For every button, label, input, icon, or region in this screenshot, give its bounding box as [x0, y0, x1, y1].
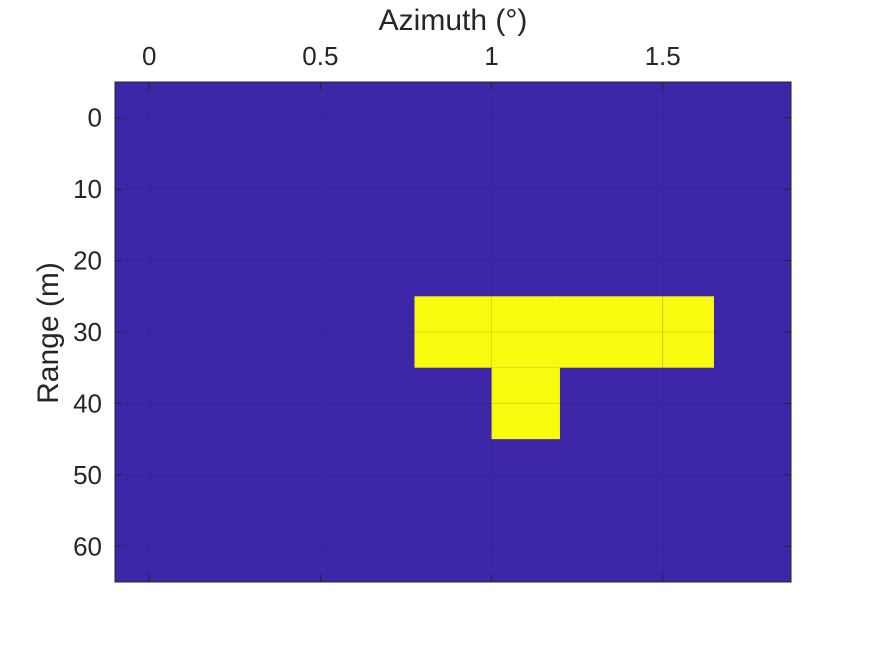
heatmap-cell	[491, 367, 560, 440]
y-tick-label: 20	[73, 246, 102, 276]
plot-area	[114, 81, 792, 583]
y-axis-ticks: 0 10 20 30 40 50 60	[73, 103, 791, 561]
y-tick-label: 50	[73, 460, 102, 490]
x-tick-label: 0.5	[302, 41, 338, 71]
heatmap-cell	[491, 296, 560, 368]
y-tick-label: 30	[73, 317, 102, 347]
y-tick-label: 0	[88, 103, 102, 133]
y-tick-label: 10	[73, 174, 102, 204]
x-tick-label: 0	[142, 41, 156, 71]
heatmap-cell	[414, 296, 492, 368]
x-tick-label: 1	[484, 41, 498, 71]
x-axis-ticks: 0 0.5 1 1.5	[142, 41, 681, 582]
heatmap-cell	[559, 296, 663, 368]
x-axis-title: Azimuth (°)	[379, 4, 528, 37]
y-tick-label: 40	[73, 388, 102, 418]
heatmap-cell	[662, 296, 714, 368]
x-tick-label: 1.5	[645, 41, 681, 71]
y-axis-title: Range (m)	[32, 262, 65, 404]
y-tick-label: 60	[73, 531, 102, 561]
